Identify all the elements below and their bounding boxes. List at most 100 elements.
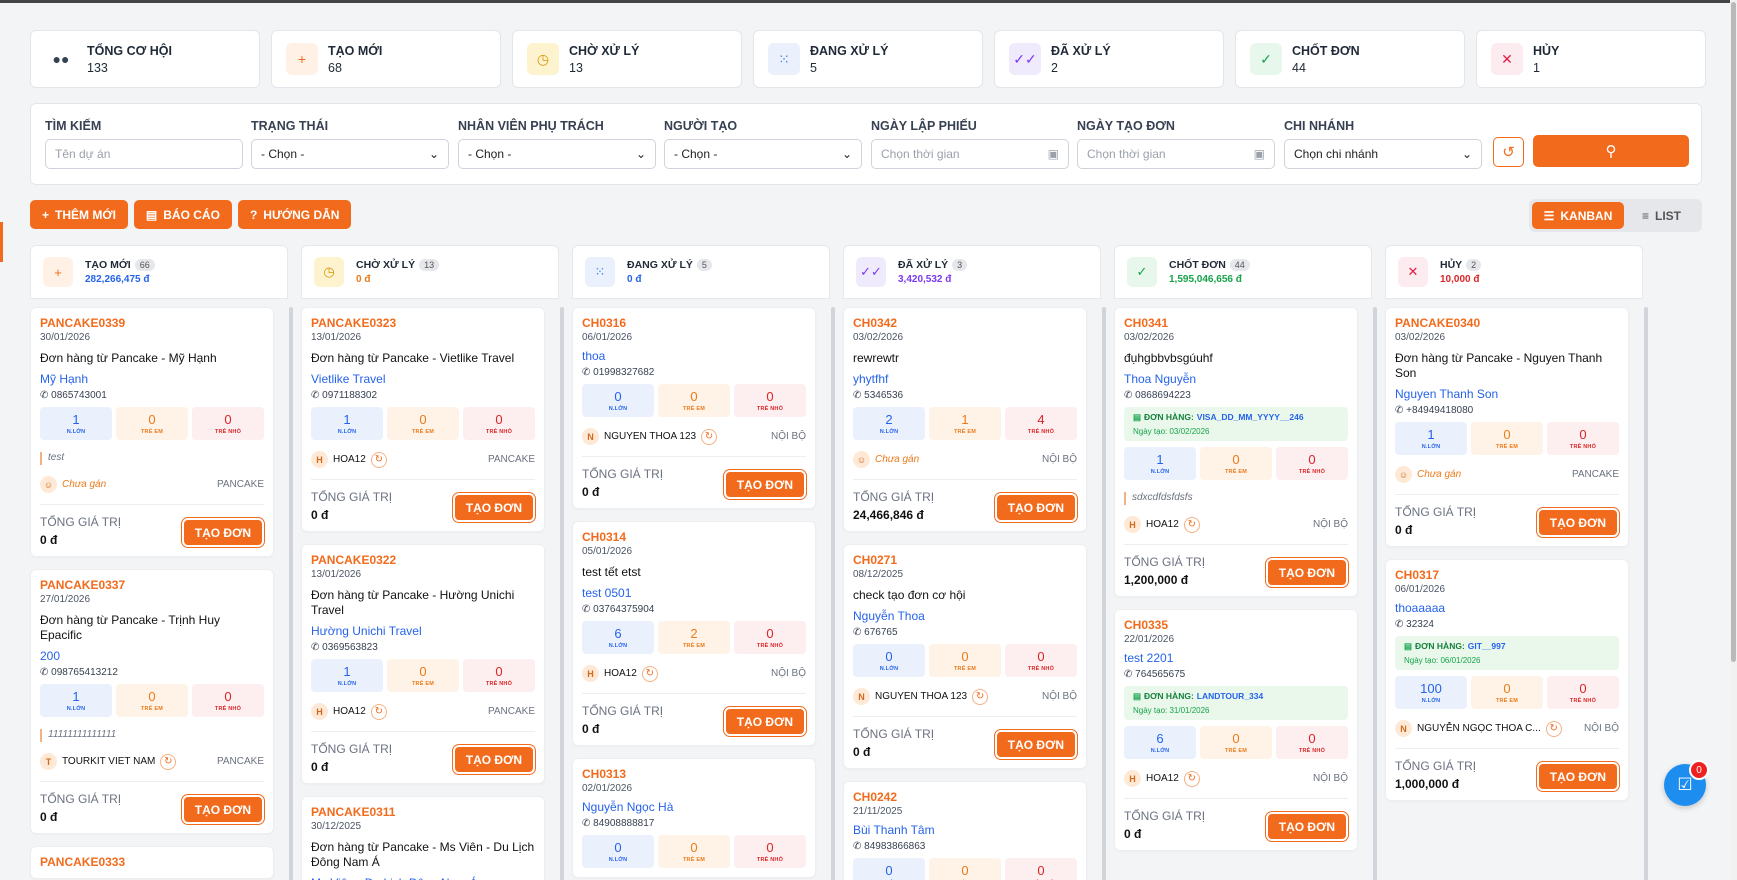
opportunity-card[interactable]: CH0271 08/12/2025 check tạo đơn cơ hội Nguy… — [843, 544, 1087, 769]
opportunity-card[interactable]: PANCAKE0340 03/02/2026 Đơn hàng từ Pancake… — [1385, 307, 1629, 547]
sync-icon[interactable]: ↻ — [701, 428, 718, 445]
assignee[interactable]: N NGUYEN THOA 123 ↻ — [853, 688, 989, 705]
assignee[interactable]: N NGUYỄN NGỌC THOA C... ↻ — [1395, 720, 1562, 737]
assignee[interactable]: N NGUYEN THOA 123 ↻ — [582, 428, 718, 445]
opportunity-card[interactable]: CH0314 05/01/2026 test tết etst test 0501 ✆ … — [572, 521, 816, 746]
card-code[interactable]: CH0313 — [582, 767, 627, 781]
status-select[interactable]: - Chọn - ⌄ — [251, 139, 449, 169]
stat-card[interactable]: ✓ CHỐT ĐƠN 44 — [1235, 30, 1465, 88]
card-code[interactable]: PANCAKE0323 — [311, 316, 397, 330]
customer-name[interactable]: Nguyen Thanh Son — [1395, 387, 1499, 401]
card-code[interactable]: CH0317 — [1395, 568, 1440, 582]
card-code[interactable]: PANCAKE0322 — [311, 553, 397, 567]
create-order-button[interactable]: TẠO ĐƠN — [993, 492, 1079, 523]
opportunity-card[interactable]: PANCAKE0337 27/01/2026 Đơn hàng từ Pancake… — [30, 569, 274, 834]
customer-name[interactable]: Nguyễn Ngọc Hà — [582, 800, 674, 814]
customer-name[interactable]: yhytfhf — [853, 372, 889, 386]
opportunity-card[interactable]: PANCAKE0322 13/01/2026 Đơn hàng từ Pancake… — [301, 544, 545, 784]
column-scrollbar[interactable] — [831, 307, 835, 880]
customer-name[interactable]: Nguyễn Thoa — [853, 609, 925, 623]
create-order-button[interactable]: TẠO ĐƠN — [180, 794, 266, 825]
opportunity-card[interactable]: CH0242 21/11/2025 Bùi Thanh Tâm ✆ 849838668… — [843, 781, 1087, 880]
create-order-button[interactable]: TẠO ĐƠN — [722, 706, 808, 737]
order-date-input[interactable]: Chọn thời gian ▣ — [1077, 139, 1275, 169]
customer-name[interactable]: thoa — [582, 349, 606, 363]
order-number[interactable]: LANDTOUR_334 — [1196, 691, 1264, 701]
stat-card[interactable]: ●● TỔNG CƠ HỘI 133 — [30, 30, 260, 88]
assignee[interactable]: ☺ Chưa gán — [1395, 466, 1461, 483]
card-code[interactable]: PANCAKE0333 — [40, 855, 126, 869]
customer-name[interactable]: Vietlike Travel — [311, 372, 386, 386]
stat-card[interactable]: ◷ CHỜ XỬ LÝ 13 — [512, 30, 742, 88]
kanban-view-button[interactable]: ☰ KANBAN — [1532, 202, 1624, 229]
sync-icon[interactable]: ↻ — [1183, 516, 1200, 533]
branch-select[interactable]: Chọn chi nhánh ⌄ — [1284, 139, 1482, 169]
create-order-button[interactable]: TẠO ĐƠN — [451, 492, 537, 523]
card-code[interactable]: CH0342 — [853, 316, 898, 330]
page-scrollbar[interactable] — [1730, 0, 1737, 880]
card-code[interactable]: CH0335 — [1124, 618, 1169, 632]
sync-icon[interactable]: ↻ — [160, 753, 177, 770]
staff-select[interactable]: - Chọn - ⌄ — [458, 139, 656, 169]
create-order-button[interactable]: TẠO ĐƠN — [1264, 557, 1350, 588]
customer-name[interactable]: test 0501 — [582, 586, 632, 600]
assignee[interactable]: H HOA12 ↻ — [311, 451, 387, 468]
create-order-button[interactable]: TẠO ĐƠN — [1535, 761, 1621, 792]
opportunity-card[interactable]: CH0341 03/02/2026 đụhgbbvbsgúuhf Thoa Nguyễ… — [1114, 307, 1358, 597]
sync-icon[interactable]: ↻ — [1545, 720, 1562, 737]
sync-icon[interactable]: ↻ — [370, 451, 387, 468]
column-scrollbar[interactable] — [1644, 307, 1648, 880]
card-code[interactable]: PANCAKE0340 — [1395, 316, 1481, 330]
card-code[interactable]: PANCAKE0311 — [311, 805, 396, 819]
column-scrollbar[interactable] — [289, 307, 293, 880]
column-scrollbar[interactable] — [1102, 307, 1106, 880]
list-view-button[interactable]: ≡ LIST — [1624, 202, 1699, 229]
create-order-button[interactable]: TẠO ĐƠN — [180, 517, 266, 548]
ticket-date-input[interactable]: Chọn thời gian ▣ — [871, 139, 1069, 169]
guide-button[interactable]: ? HƯỚNG DẪN — [237, 200, 352, 229]
creator-select[interactable]: - Chọn - ⌄ — [664, 139, 862, 169]
customer-name[interactable]: Ms Viên - Du Lịch Đông Nam Á — [311, 876, 535, 880]
card-code[interactable]: CH0341 — [1124, 316, 1169, 330]
stat-card[interactable]: ✕ HỦY 1 — [1476, 30, 1706, 88]
customer-name[interactable]: Bùi Thanh Tâm — [853, 823, 935, 837]
card-code[interactable]: CH0316 — [582, 316, 627, 330]
customer-name[interactable]: Mỹ Hạnh — [40, 372, 89, 386]
scrollbar-thumb[interactable] — [1731, 2, 1736, 662]
create-order-button[interactable]: TẠO ĐƠN — [993, 729, 1079, 760]
create-order-button[interactable]: TẠO ĐƠN — [1264, 811, 1350, 842]
sync-icon[interactable]: ↻ — [370, 703, 387, 720]
assignee[interactable]: H HOA12 ↻ — [1124, 770, 1200, 787]
card-code[interactable]: CH0271 — [853, 553, 898, 567]
sync-icon[interactable]: ↻ — [972, 688, 989, 705]
create-order-button[interactable]: TẠO ĐƠN — [451, 744, 537, 775]
column-scrollbar[interactable] — [1373, 307, 1377, 880]
opportunity-card[interactable]: PANCAKE0311 30/12/2025 Đơn hàng từ Pancake… — [301, 796, 545, 880]
opportunity-card[interactable]: CH0313 02/01/2026 Nguyễn Ngọc Hà ✆ 84908888… — [572, 758, 816, 878]
reset-button[interactable]: ↺ — [1493, 137, 1524, 167]
sync-icon[interactable]: ↻ — [641, 665, 658, 682]
card-code[interactable]: PANCAKE0339 — [40, 316, 126, 330]
assignee[interactable]: ☺ Chưa gán — [40, 476, 106, 493]
customer-name[interactable]: thoaaaaa — [1395, 601, 1446, 615]
assignee[interactable]: T TOURKIT VIET NAM ↻ — [40, 753, 177, 770]
search-button[interactable]: ⚲ — [1533, 135, 1689, 167]
sync-icon[interactable]: ↻ — [1183, 770, 1200, 787]
opportunity-card[interactable]: CH0335 22/01/2026 test 2201 ✆ 764565675 ▤ ĐƠN… — [1114, 609, 1358, 851]
add-button[interactable]: + THÊM MỚI — [30, 200, 128, 229]
opportunity-card[interactable]: PANCAKE0339 30/01/2026 Đơn hàng từ Pancake… — [30, 307, 274, 557]
create-order-button[interactable]: TẠO ĐƠN — [1535, 507, 1621, 538]
opportunity-card[interactable]: CH0316 06/01/2026 thoa ✆ 01998327682 0 N.LỚN… — [572, 307, 816, 509]
opportunity-card[interactable]: PANCAKE0333 — [30, 846, 274, 879]
order-number[interactable]: GIT__997 — [1467, 641, 1506, 651]
card-code[interactable]: CH0242 — [853, 790, 898, 804]
opportunity-card[interactable]: CH0342 03/02/2026 rewrewtr yhytfhf ✆ 5346536… — [843, 307, 1087, 532]
search-input[interactable]: Tên dự án — [45, 139, 243, 169]
customer-name[interactable]: test 2201 — [1124, 651, 1174, 665]
opportunity-card[interactable]: CH0317 06/01/2026 thoaaaaa ✆ 32324 ▤ ĐƠN HÀNG… — [1385, 559, 1629, 801]
customer-name[interactable]: Hường Unichi Travel — [311, 624, 422, 638]
create-order-button[interactable]: TẠO ĐƠN — [722, 469, 808, 500]
card-code[interactable]: CH0314 — [582, 530, 627, 544]
stat-card[interactable]: + TẠO MỚI 68 — [271, 30, 501, 88]
opportunity-card[interactable]: PANCAKE0323 13/01/2026 Đơn hàng từ Pancake… — [301, 307, 545, 532]
